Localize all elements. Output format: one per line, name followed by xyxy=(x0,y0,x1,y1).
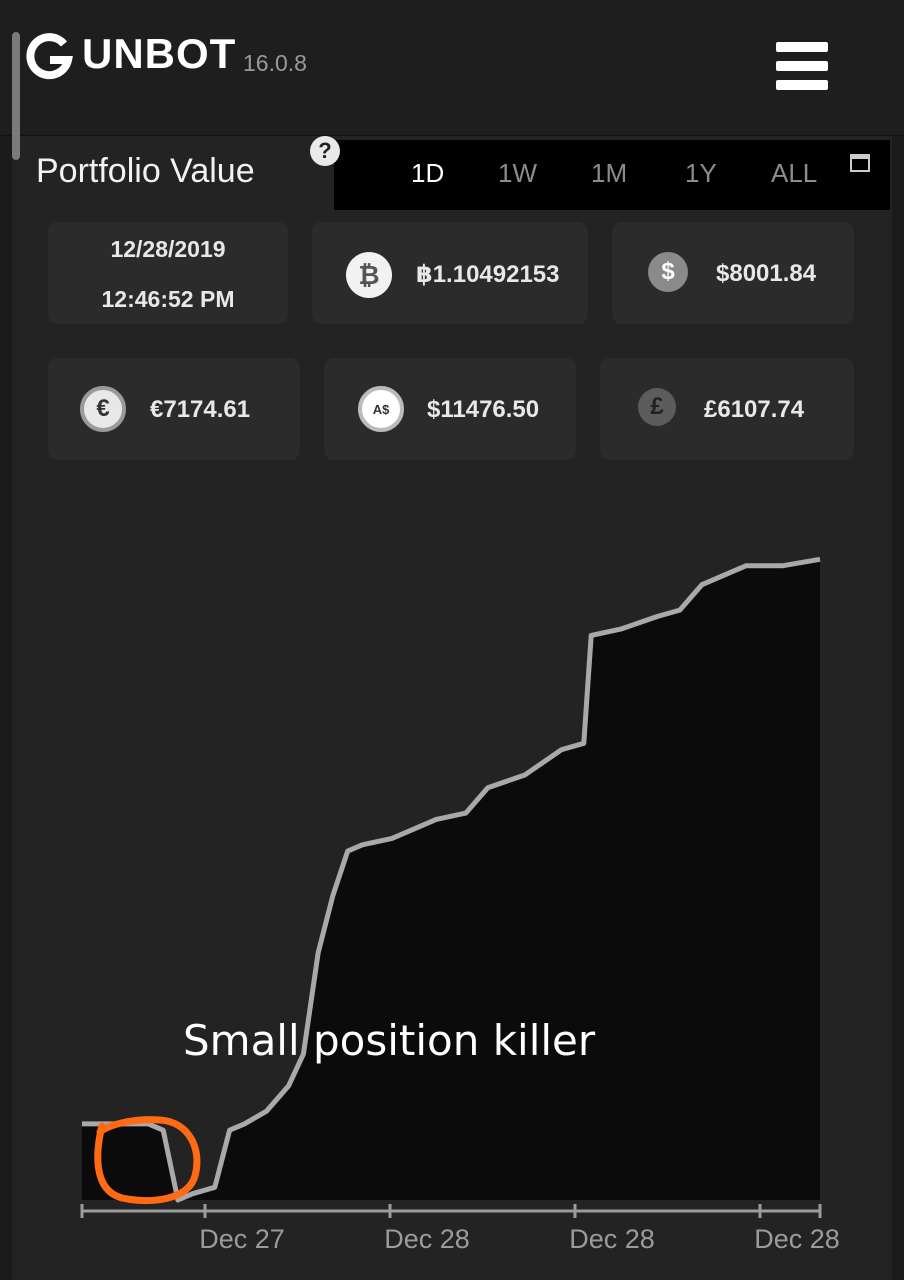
aud-card: A$ $11476.50 xyxy=(324,358,576,460)
aud-icon: A$ xyxy=(358,386,404,432)
tab-1y[interactable]: 1Y xyxy=(685,158,717,188)
btc-value: ฿1.10492153 xyxy=(416,261,560,288)
tab-1d[interactable]: 1D xyxy=(411,158,445,188)
tab-1w[interactable]: 1W xyxy=(498,158,537,188)
btc-card: ₿ ฿1.10492153 xyxy=(312,222,588,324)
pound-icon: £ xyxy=(638,388,676,426)
euro-icon: € xyxy=(80,386,126,432)
eur-card: € €7174.61 xyxy=(48,358,300,460)
panel-title: Portfolio Value xyxy=(36,152,255,190)
tab-all[interactable]: ALL xyxy=(771,158,818,188)
menu-icon xyxy=(776,42,828,52)
tab-1m[interactable]: 1M xyxy=(591,158,628,188)
top-bar: UNBOT 16.0.8 xyxy=(0,0,904,136)
unbot-logo-icon xyxy=(26,33,73,80)
timestamp-card: 12/28/2019 12:46:52 PM xyxy=(48,222,288,324)
bitcoin-icon: ₿ xyxy=(346,252,392,298)
date-value: 12/28/2019 xyxy=(110,236,226,262)
usd-value: $8001.84 xyxy=(716,260,817,287)
hamburger-menu-button[interactable] xyxy=(776,42,830,94)
gbp-card: £ £6107.74 xyxy=(600,358,854,460)
aud-value: $11476.50 xyxy=(427,396,540,423)
chart-annotation: Small position killer xyxy=(183,1016,596,1065)
timeframe-tabs: 1D 1W 1M 1Y ALL xyxy=(334,140,890,210)
brand-name: UNBOT xyxy=(82,30,237,77)
maximize-icon[interactable] xyxy=(850,154,870,172)
app-version: 16.0.8 xyxy=(243,50,307,76)
page-scrollbar[interactable] xyxy=(12,32,20,160)
help-icon[interactable]: ? xyxy=(310,136,340,166)
dollar-icon: $ xyxy=(648,252,688,292)
eur-value: €7174.61 xyxy=(150,396,251,423)
usd-card: $ $8001.84 xyxy=(612,222,854,324)
time-value: 12:46:52 PM xyxy=(101,286,235,312)
gbp-value: £6107.74 xyxy=(704,396,805,423)
